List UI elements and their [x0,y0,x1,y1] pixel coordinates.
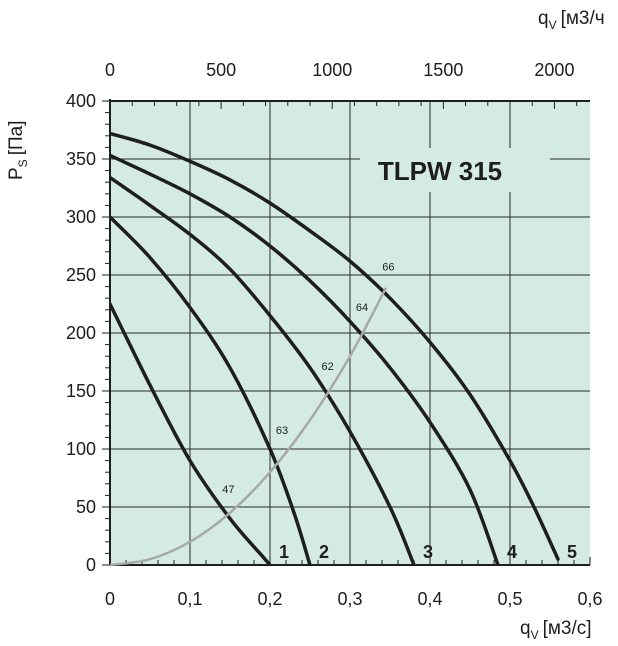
x-tick-label: 0,2 [257,589,282,609]
x-axis-label-unit: [м3/с] [543,618,592,639]
y-tick-label: 350 [66,149,96,169]
top-tick-label: 0 [105,60,115,80]
curve-labels: 1 2 3 4 5 47 63 62 64 66 [222,261,577,562]
fan-curve-3 [110,175,416,565]
fan-curves [110,131,560,565]
noise-label-64: 64 [356,302,368,314]
y-tick-label: 200 [66,323,96,343]
y-tick-label: 400 [66,91,96,111]
y-tick-label: 50 [76,497,96,517]
top-axis-label-unit: [м3/ч [561,8,605,29]
chart-title: TLPW 315 [378,156,502,186]
system-curve-line [109,287,388,567]
x-tick-label: 0,6 [577,589,602,609]
fan-curve-5 [110,131,560,561]
y-axis-label-main: P [6,167,27,180]
svg-text:PS[Па]: PS [Па] [6,121,30,180]
noise-label-66: 66 [382,261,394,273]
y-axis-label: PS [Па] [6,121,30,180]
x-tick-label: 0,1 [177,589,202,609]
svg-text:qV[м3/ч: qV [м3/ч [538,8,605,32]
x-tick-label: 0 [105,589,115,609]
model-title: TLPW 315 [360,148,550,192]
tick-labels: 0 0,1 0,2 0,3 0,4 0,5 0,6050100150200250300350… [66,60,603,609]
y-tick-label: 250 [66,265,96,285]
fan-curve-4 [110,153,500,565]
noise-label-47: 47 [222,484,234,496]
system-curve [109,287,388,567]
y-tick-label: 150 [66,381,96,401]
svg-text:qV[м3/с]: qV [м3/с] [520,618,592,642]
x-tick-label: 0,5 [497,589,522,609]
y-axis-label-sub: S [16,159,30,167]
noise-label-63: 63 [276,425,288,437]
x-axis-label: qV [м3/с] [520,618,592,642]
x-tick-label: 0,4 [417,589,442,609]
curve-label-4: 4 [507,542,517,562]
curve-label-1: 1 [279,542,289,562]
top-tick-label: 500 [206,60,236,80]
top-tick-label: 1500 [423,60,463,80]
x-axis-label-sub: V [531,628,539,642]
x-tick-label: 0,3 [337,589,362,609]
x-axis-label-main: q [520,618,531,639]
y-tick-label: 0 [86,555,96,575]
top-axis-label: qV [м3/ч [538,8,605,32]
grid [110,101,590,565]
title-background [360,148,550,192]
y-tick-label: 300 [66,207,96,227]
top-tick-label: 1000 [312,60,352,80]
top-axis-label-sub: V [549,18,557,32]
y-tick-label: 100 [66,439,96,459]
y-axis-label-unit: [Па] [6,121,27,156]
fan-curve-2 [110,215,312,565]
top-tick-label: 2000 [534,60,574,80]
curve-label-3: 3 [423,542,433,562]
curve-label-5: 5 [567,542,577,562]
top-axis-label-main: q [538,8,549,29]
curve-label-2: 2 [319,542,329,562]
noise-label-62: 62 [321,361,333,373]
fan-curve-1 [110,302,272,565]
